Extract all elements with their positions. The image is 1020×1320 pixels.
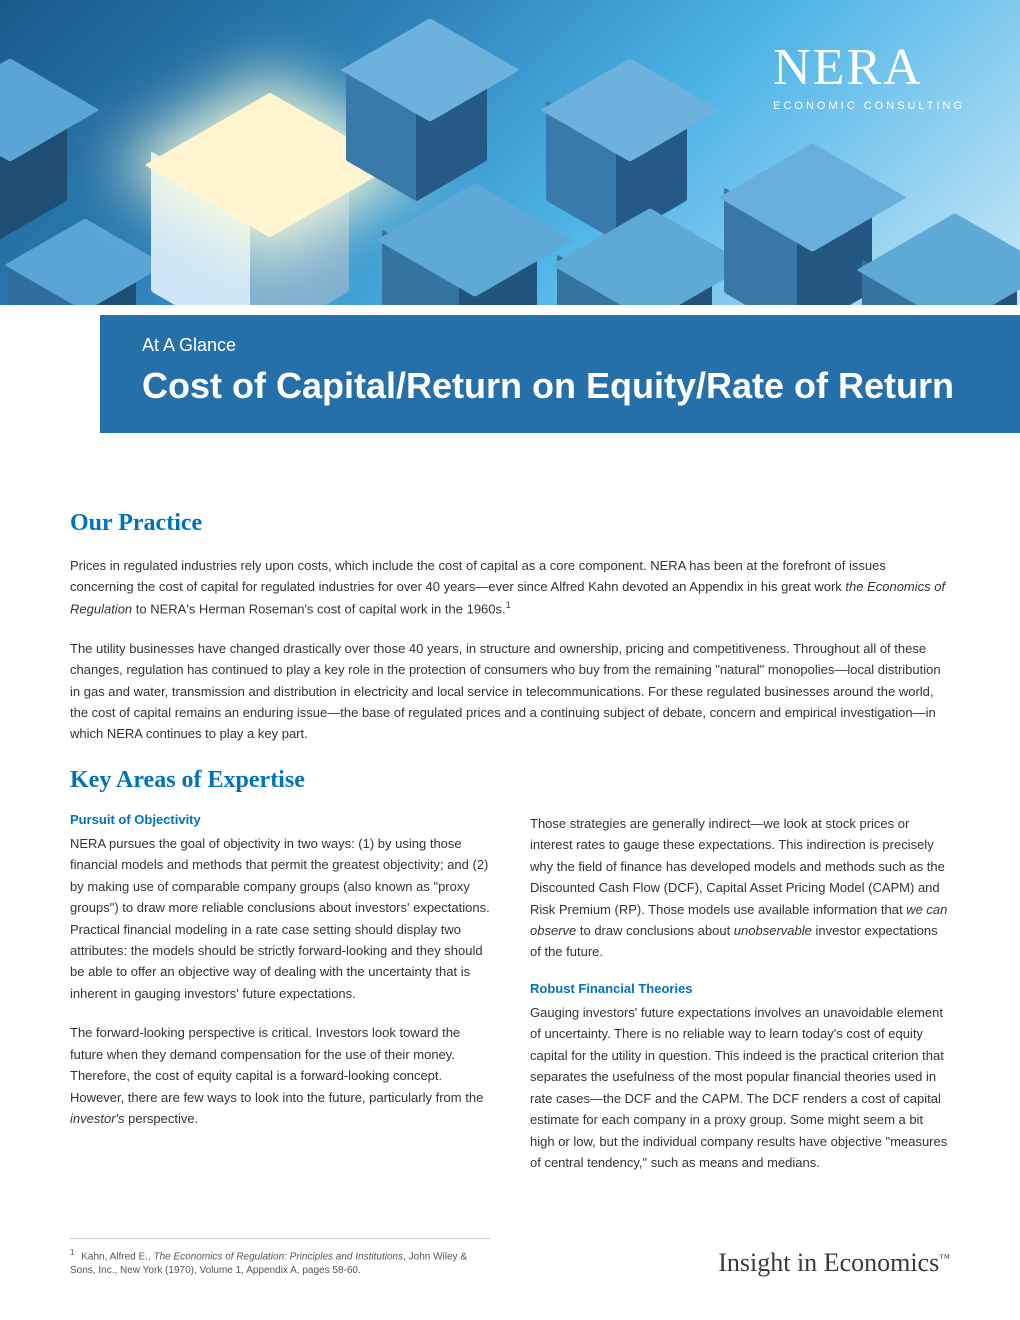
footnote: 1 Kahn, Alfred E., The Economics of Regu…	[70, 1238, 490, 1278]
hero-banner: NERA ECONOMIC CONSULTING	[0, 0, 1020, 305]
document-body: Our Practice Prices in regulated industr…	[70, 510, 950, 1191]
section-heading: Our Practice	[70, 510, 950, 537]
para: NERA pursues the goal of objectivity in …	[70, 833, 490, 1005]
logo-subtitle: ECONOMIC CONSULTING	[773, 100, 965, 112]
two-column-region: Key Areas of Expertise Pursuit of Object…	[70, 767, 950, 1192]
para: Gauging investors' future expectations i…	[530, 1002, 950, 1174]
footnote-ref: 1	[506, 600, 511, 610]
column-left: Key Areas of Expertise Pursuit of Object…	[70, 767, 490, 1192]
title-overline: At A Glance	[142, 335, 978, 356]
logo-name: NERA	[773, 42, 965, 94]
page-title: Cost of Capital/Return on Equity/Rate of…	[142, 364, 978, 407]
trademark-icon: ™	[939, 1252, 950, 1264]
column-right: Those strategies are generally indirect—…	[530, 767, 950, 1192]
sub-heading: Robust Financial Theories	[530, 981, 950, 996]
para: Prices in regulated industries rely upon…	[70, 555, 950, 620]
title-band: At A Glance Cost of Capital/Return on Eq…	[100, 315, 1020, 433]
para: The forward-looking perspective is criti…	[70, 1022, 490, 1129]
sub-heading: Pursuit of Objectivity	[70, 812, 490, 827]
brand-logo: NERA ECONOMIC CONSULTING	[773, 42, 965, 112]
footnote-num: 1	[70, 1248, 74, 1257]
section-heading: Key Areas of Expertise	[70, 767, 490, 794]
para: Those strategies are generally indirect—…	[530, 813, 950, 963]
para: The utility businesses have changed dras…	[70, 638, 950, 745]
tagline: Insight in Economics™	[718, 1248, 950, 1278]
